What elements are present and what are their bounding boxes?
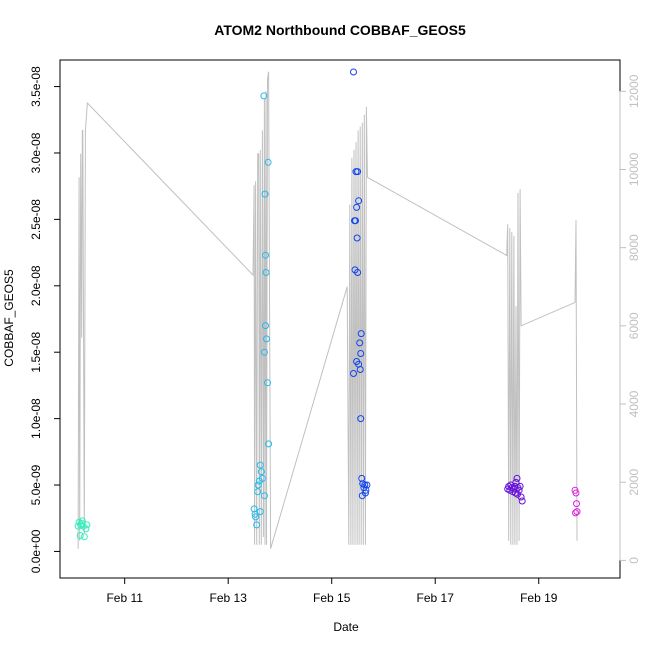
data-point — [83, 521, 91, 529]
altitude-trace-line — [77, 71, 578, 549]
data-point — [361, 489, 369, 497]
y-axis-label: COBBAF_GEOS5 — [2, 269, 16, 367]
data-point — [572, 489, 580, 497]
y-tick-label: 1.5e-08 — [29, 332, 43, 373]
y-tick-label: 0.0e+00 — [29, 529, 43, 573]
data-point — [512, 489, 519, 497]
data-point — [254, 488, 262, 496]
data-point — [253, 521, 261, 529]
scatter-points-layer — [74, 68, 581, 541]
y2-tick-label: 2000 — [627, 469, 641, 496]
data-point — [361, 481, 369, 489]
y-axis-right: 0 2000 4000 6000 8000 10000 12000 — [619, 74, 641, 564]
chart-title: ATOM2 Northbound COBBAF_GEOS5 — [214, 22, 466, 38]
data-point — [265, 440, 273, 448]
data-point — [353, 203, 361, 211]
y2-tick-label: 8000 — [627, 234, 641, 261]
data-point — [82, 525, 90, 533]
y2-tick-label: 12000 — [627, 74, 641, 108]
x-tick-label: Feb 13 — [210, 591, 248, 605]
data-point — [260, 348, 268, 356]
data-point — [350, 370, 357, 377]
x-tick-label: Feb 17 — [417, 591, 455, 605]
altitude-trace-layer — [77, 71, 578, 549]
data-point — [511, 482, 519, 490]
data-point — [514, 490, 521, 498]
data-point — [258, 474, 266, 482]
data-point — [513, 474, 521, 482]
y-tick-label: 3.0e-08 — [29, 132, 43, 173]
y-tick-label: 1.0e-08 — [29, 398, 43, 439]
data-point — [354, 269, 362, 276]
data-point — [76, 532, 84, 539]
data-point — [256, 508, 264, 516]
data-point — [516, 482, 524, 490]
data-point — [257, 468, 265, 476]
data-point — [354, 168, 362, 176]
data-point — [358, 474, 366, 482]
data-point — [357, 330, 365, 338]
data-point — [260, 92, 268, 100]
y-axis-left: 0.0e+00 5.0e-09 1.0e-08 1.5e-08 2.0e-08 2.5e-… — [29, 66, 61, 573]
x-axis-label: Date — [333, 620, 359, 634]
data-point — [256, 461, 264, 469]
x-tick-label: Feb 15 — [313, 591, 351, 605]
data-point — [264, 158, 272, 166]
data-point — [353, 234, 361, 242]
x-axis: Feb 11 Feb 13 Feb 15 Feb 17 Feb 19 — [106, 577, 558, 605]
data-point — [573, 500, 580, 508]
data-point — [518, 497, 526, 505]
data-point — [262, 269, 270, 276]
data-point — [573, 508, 581, 516]
data-point — [74, 522, 82, 530]
x-tick-label: Feb 19 — [520, 591, 558, 605]
x-tick-label: Feb 11 — [106, 591, 143, 605]
data-point — [263, 335, 270, 343]
data-point — [250, 505, 258, 513]
data-point — [355, 197, 363, 205]
y-tick-label: 2.0e-08 — [29, 265, 43, 306]
data-point — [356, 366, 364, 373]
y2-tick-label: 4000 — [627, 390, 641, 417]
y2-tick-label: 6000 — [627, 312, 641, 339]
y2-tick-label: 10000 — [627, 152, 641, 186]
data-point — [359, 480, 367, 488]
data-point — [262, 251, 269, 259]
data-point — [357, 350, 365, 357]
y-tick-label: 5.0e-09 — [29, 464, 43, 505]
data-point — [362, 486, 370, 494]
data-point — [260, 492, 268, 500]
data-point — [262, 322, 269, 330]
data-point — [572, 509, 579, 517]
data-point — [252, 513, 260, 521]
data-point — [254, 481, 262, 489]
data-point — [363, 481, 371, 489]
data-point — [356, 339, 364, 347]
y-tick-label: 2.5e-08 — [29, 199, 43, 240]
y-tick-label: 3.5e-08 — [29, 66, 43, 107]
data-point — [357, 415, 365, 423]
data-point — [78, 517, 86, 525]
data-point — [264, 379, 271, 387]
data-point — [261, 190, 269, 198]
data-point — [350, 68, 357, 76]
data-point — [352, 217, 359, 225]
y2-tick-label: 0 — [627, 557, 641, 564]
data-point — [80, 533, 88, 541]
